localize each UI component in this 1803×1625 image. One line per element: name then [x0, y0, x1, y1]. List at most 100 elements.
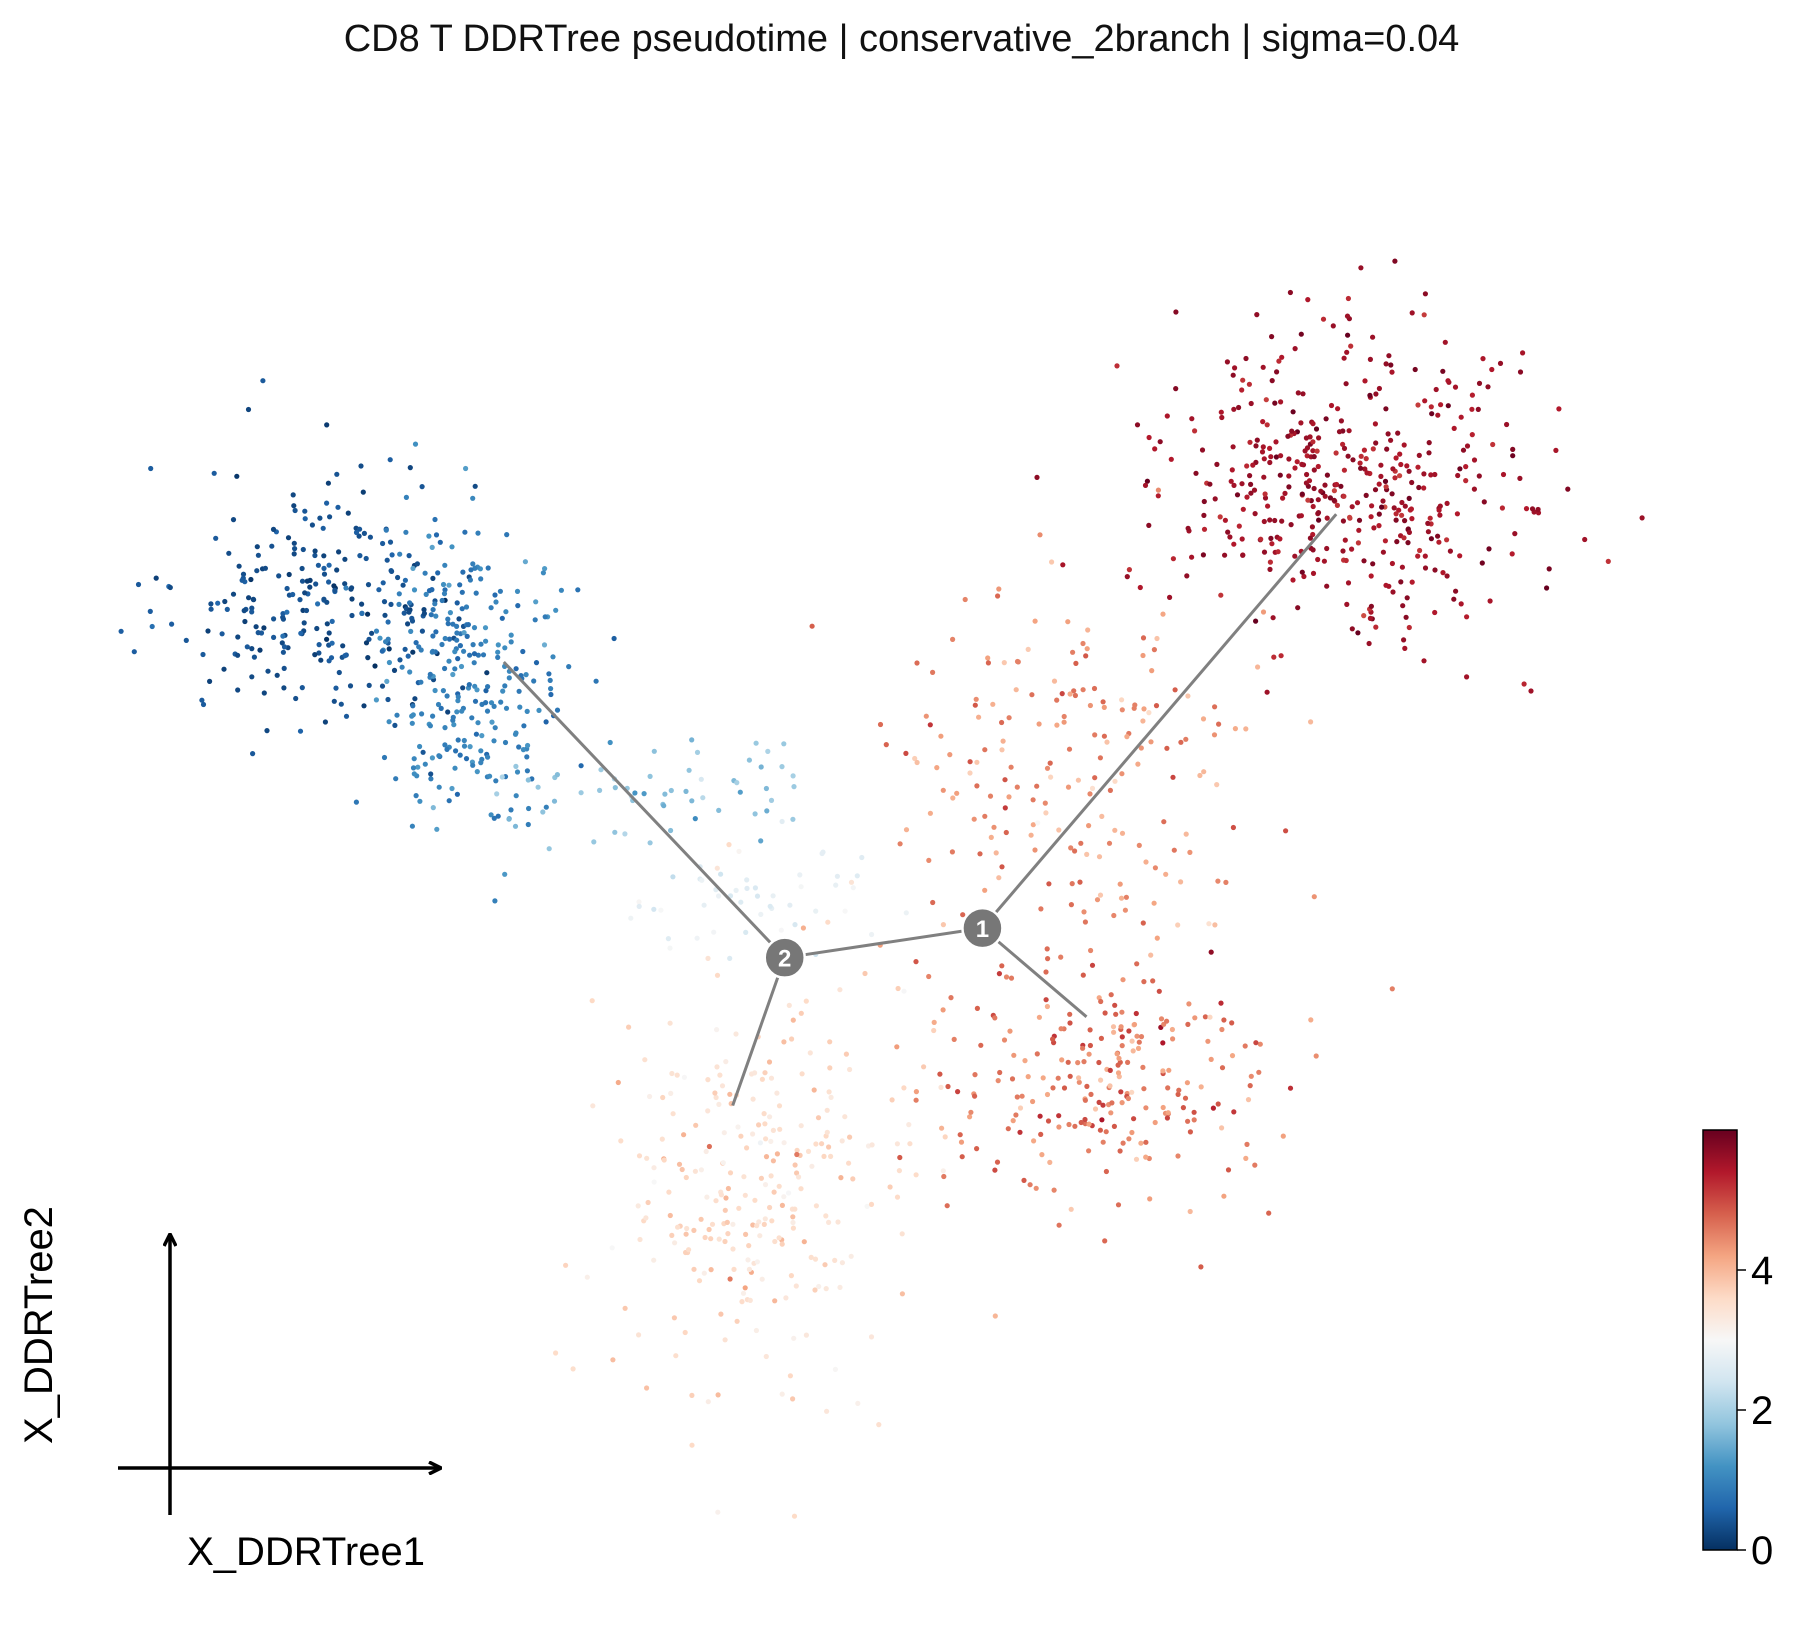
cell-point	[427, 723, 433, 729]
cell-point	[738, 899, 744, 905]
cell-point	[819, 1141, 825, 1147]
cell-point	[1447, 548, 1453, 554]
cell-point	[148, 465, 154, 472]
cell-point	[455, 698, 461, 704]
cell-point	[1048, 774, 1054, 780]
cell-point	[416, 644, 422, 650]
cell-point	[1207, 481, 1213, 487]
cell-point	[1397, 451, 1403, 457]
cell-point	[436, 753, 442, 759]
cell-point	[738, 1133, 744, 1139]
cell-point	[401, 610, 407, 616]
cell-point	[1031, 1138, 1037, 1144]
cell-point	[1208, 949, 1214, 955]
cell-point	[1202, 1014, 1208, 1020]
cell-point	[249, 605, 255, 611]
cell-point	[429, 587, 435, 593]
cell-point	[947, 752, 953, 758]
cell-point	[1143, 1105, 1149, 1111]
cell-point	[714, 865, 720, 871]
cell-point	[1349, 626, 1355, 632]
cell-point	[1370, 334, 1376, 340]
cell-point	[409, 720, 415, 726]
cell-point	[1344, 349, 1350, 355]
cell-point	[828, 1094, 834, 1100]
cell-point	[1345, 580, 1352, 586]
cell-point	[1173, 386, 1179, 392]
cell-point	[353, 529, 360, 536]
cell-point	[1134, 961, 1140, 967]
cell-point	[433, 532, 440, 538]
cell-point	[1311, 894, 1317, 900]
cell-point	[1349, 504, 1355, 510]
cell-point	[645, 1199, 651, 1206]
cell-point	[1308, 1017, 1314, 1023]
cell-point	[1323, 416, 1329, 422]
cell-point	[324, 422, 330, 428]
cell-point	[1384, 446, 1390, 452]
cell-point	[550, 654, 556, 660]
cell-point	[1065, 1059, 1071, 1065]
cell-point	[803, 1332, 810, 1338]
cell-point	[974, 1005, 981, 1012]
cell-point	[669, 1232, 675, 1238]
cell-point	[307, 584, 313, 590]
cell-point	[402, 646, 408, 652]
cell-point	[698, 1216, 704, 1222]
cell-point	[1066, 1121, 1072, 1128]
cell-point	[1399, 499, 1405, 506]
cell-point	[1369, 503, 1375, 509]
cell-point	[1164, 745, 1170, 751]
cell-point	[1385, 431, 1391, 437]
cell-point	[473, 590, 479, 596]
cell-point	[669, 1070, 675, 1077]
cell-point	[1152, 865, 1158, 871]
cell-point	[526, 805, 532, 812]
cell-point	[1421, 485, 1427, 491]
cell-point	[411, 587, 418, 593]
cell-point	[244, 644, 250, 650]
cell-point	[531, 678, 537, 684]
cell-point	[500, 688, 506, 694]
cell-point	[1481, 499, 1487, 505]
cell-point	[241, 608, 247, 614]
cell-point	[462, 529, 468, 535]
cell-point	[722, 1207, 728, 1213]
cell-point	[1245, 1097, 1252, 1103]
cell-point	[612, 785, 618, 791]
cell-point	[302, 590, 308, 596]
cell-point	[813, 1141, 819, 1147]
cell-point	[484, 670, 490, 676]
cell-point	[1368, 573, 1374, 579]
cell-point	[895, 985, 901, 992]
cell-point	[402, 577, 408, 583]
cell-point	[1158, 1016, 1165, 1022]
cell-point	[279, 640, 285, 646]
cell-point	[299, 578, 306, 584]
cell-point	[347, 683, 354, 689]
cell-point	[737, 789, 743, 795]
cell-point	[485, 565, 491, 571]
cell-point	[767, 903, 773, 909]
cell-point	[153, 575, 159, 581]
cell-point	[1310, 421, 1316, 427]
cell-point	[950, 795, 956, 801]
cell-point	[647, 773, 653, 780]
cell-point	[1073, 660, 1079, 667]
cell-point	[1013, 687, 1019, 693]
cell-point	[1308, 719, 1314, 725]
cell-point	[971, 816, 977, 822]
cell-point	[284, 585, 290, 592]
cell-point	[451, 722, 457, 728]
cell-point	[746, 1243, 752, 1249]
cell-point	[455, 737, 461, 743]
cell-point	[480, 652, 487, 658]
cell-point	[410, 565, 416, 572]
cell-point	[913, 1089, 920, 1095]
cell-point	[668, 827, 674, 834]
cell-point	[1014, 784, 1020, 790]
cell-point	[235, 687, 241, 693]
cell-point	[482, 625, 489, 631]
cell-point	[1117, 881, 1123, 887]
cell-point	[240, 571, 247, 577]
